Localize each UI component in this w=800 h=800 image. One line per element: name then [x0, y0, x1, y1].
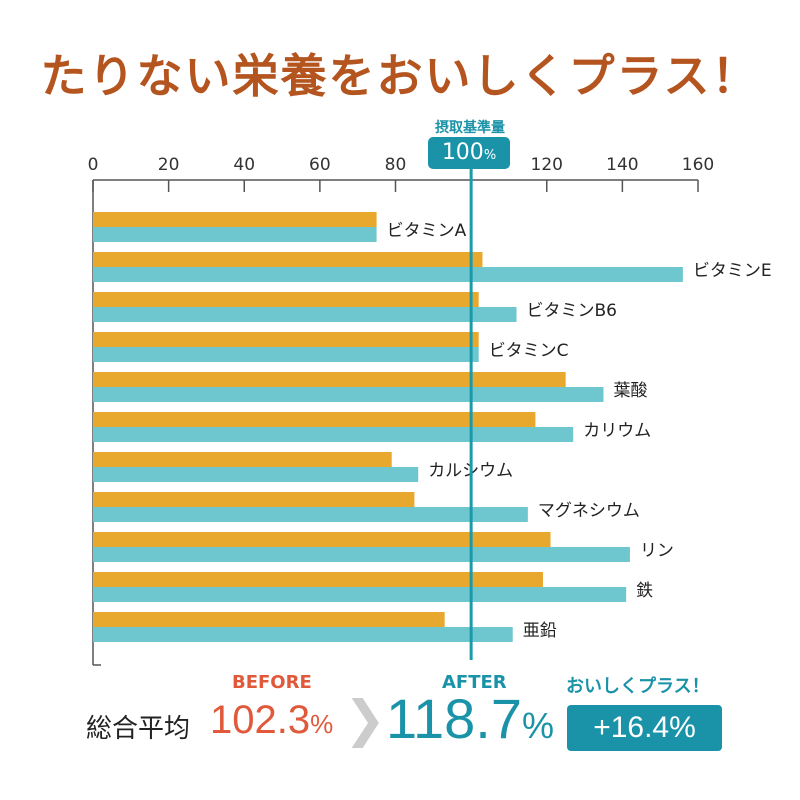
before-bar: [93, 452, 392, 467]
before-bar: [93, 332, 479, 347]
plus-caption: おいしくプラス！: [566, 676, 710, 697]
after-bar: [93, 627, 513, 642]
category-label: ビタミンC: [489, 341, 569, 361]
after-bar: [93, 587, 627, 602]
after-bar: [93, 307, 517, 322]
reference-value: 100: [441, 140, 484, 165]
tick-label: 160: [682, 155, 714, 175]
category-label: 鉄: [636, 581, 653, 601]
before-bar: [93, 532, 551, 547]
tick-label: 60: [309, 155, 331, 175]
category-label: マグネシウム: [538, 501, 640, 521]
before-bar: [93, 212, 377, 227]
tick-label: 0: [88, 155, 99, 175]
after-unit: %: [521, 705, 554, 746]
before-bar: [93, 292, 479, 307]
after-bar: [93, 427, 574, 442]
after-bar: [93, 227, 377, 242]
category-label: ビタミンE: [693, 261, 772, 281]
before-bar: [93, 412, 536, 427]
before-unit: %: [310, 709, 334, 739]
after-bar: [93, 547, 630, 562]
reference-caption: 摂取基準量: [435, 120, 505, 136]
bar-chart: 0 20 40 60 80 120 140 160 ビタミンA ビタミンE ビタミンB6 ビタミンC 葉…: [88, 155, 772, 666]
chevron-right-icon: ❯: [344, 690, 386, 748]
tick-label: 20: [158, 155, 180, 175]
after-bar: [93, 467, 419, 482]
after-bar: [93, 267, 683, 282]
before-bar: [93, 252, 483, 267]
tick-label: 140: [606, 155, 638, 175]
before-caption: BEFORE: [232, 672, 312, 693]
summary: BEFORE AFTER おいしくプラス！ 総合平均 102.3% ❯ 118.…: [0, 670, 800, 770]
before-bar: [93, 572, 543, 587]
category-label: カリウム: [583, 421, 651, 441]
reference-unit: %: [483, 148, 497, 163]
category-label: ビタミンB6: [527, 301, 617, 321]
tick-label: 40: [233, 155, 255, 175]
headline: たりない栄養をおいしくプラス！: [40, 49, 760, 103]
after-bar: [93, 387, 604, 402]
after-bar: [93, 347, 479, 362]
category-label: 葉酸: [613, 381, 647, 401]
category-label: 亜鉛: [523, 621, 557, 641]
before-bar: [93, 372, 566, 387]
category-label: リン: [640, 541, 674, 561]
before-value: 102.3: [210, 698, 311, 742]
reference-badge: 100%: [428, 137, 510, 169]
after-value: 118.7: [386, 687, 522, 750]
after-caption: AFTER: [442, 672, 507, 693]
plus-badge: +16.4%: [567, 705, 722, 751]
before-average: 102.3%: [210, 698, 333, 743]
after-bar: [93, 507, 528, 522]
before-bar: [93, 492, 415, 507]
tick-label: 120: [531, 155, 563, 175]
before-bar: [93, 612, 445, 627]
category-label: ビタミンA: [387, 221, 467, 241]
average-label: 総合平均: [86, 714, 191, 744]
tick-label: 80: [385, 155, 407, 175]
after-average: 118.7%: [386, 686, 554, 751]
